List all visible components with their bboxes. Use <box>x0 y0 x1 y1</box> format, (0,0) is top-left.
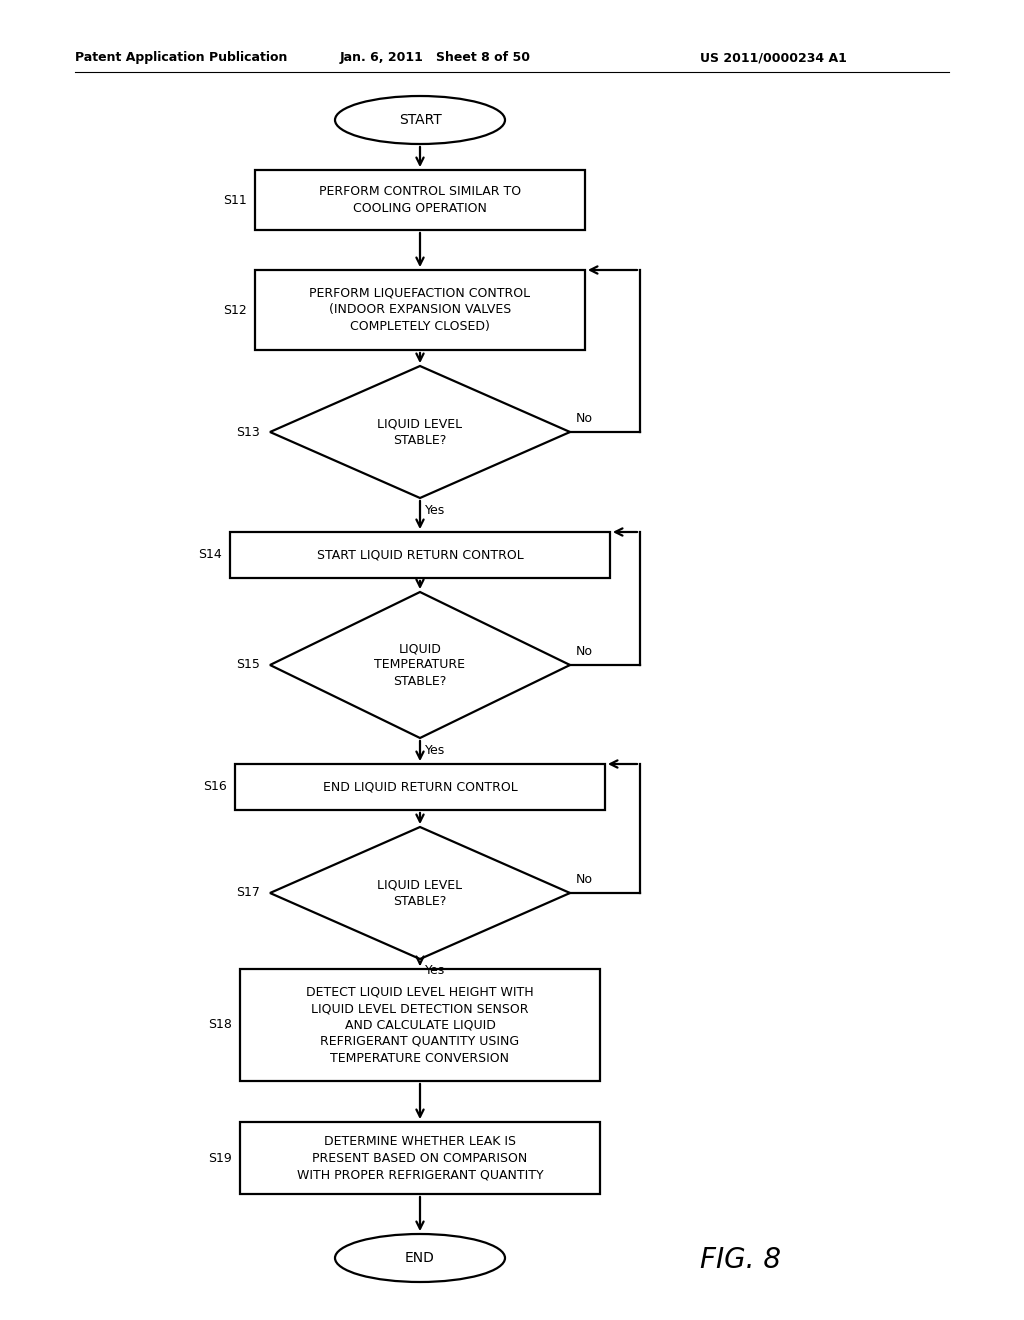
Text: S16: S16 <box>203 780 227 793</box>
Bar <box>255 271 585 350</box>
Bar <box>230 532 610 578</box>
Polygon shape <box>270 366 570 498</box>
Bar <box>234 764 605 810</box>
Text: END: END <box>406 1251 435 1265</box>
Text: S15: S15 <box>237 659 260 672</box>
Text: No: No <box>575 645 593 657</box>
Text: Jan. 6, 2011   Sheet 8 of 50: Jan. 6, 2011 Sheet 8 of 50 <box>340 51 531 65</box>
Text: Yes: Yes <box>425 743 445 756</box>
Text: START LIQUID RETURN CONTROL: START LIQUID RETURN CONTROL <box>316 549 523 561</box>
Text: US 2011/0000234 A1: US 2011/0000234 A1 <box>700 51 847 65</box>
Text: No: No <box>575 873 593 886</box>
Text: Yes: Yes <box>425 965 445 978</box>
Text: PERFORM CONTROL SIMILAR TO
COOLING OPERATION: PERFORM CONTROL SIMILAR TO COOLING OPERA… <box>318 185 521 215</box>
Ellipse shape <box>335 1234 505 1282</box>
Text: DETERMINE WHETHER LEAK IS
PRESENT BASED ON COMPARISON
WITH PROPER REFRIGERANT QU: DETERMINE WHETHER LEAK IS PRESENT BASED … <box>297 1135 544 1181</box>
Text: S17: S17 <box>237 887 260 899</box>
Ellipse shape <box>335 96 505 144</box>
Text: S14: S14 <box>199 549 222 561</box>
Bar <box>255 170 585 230</box>
Text: LIQUID LEVEL
STABLE?: LIQUID LEVEL STABLE? <box>378 417 463 446</box>
Text: S12: S12 <box>223 304 247 317</box>
Text: S13: S13 <box>237 425 260 438</box>
Text: END LIQUID RETURN CONTROL: END LIQUID RETURN CONTROL <box>323 780 517 793</box>
Text: LIQUID LEVEL
STABLE?: LIQUID LEVEL STABLE? <box>378 878 463 908</box>
Text: START: START <box>398 114 441 127</box>
Text: FIG. 8: FIG. 8 <box>700 1246 781 1274</box>
Text: S19: S19 <box>208 1151 232 1164</box>
Text: DETECT LIQUID LEVEL HEIGHT WITH
LIQUID LEVEL DETECTION SENSOR
AND CALCULATE LIQU: DETECT LIQUID LEVEL HEIGHT WITH LIQUID L… <box>306 986 534 1064</box>
Text: PERFORM LIQUEFACTION CONTROL
(INDOOR EXPANSION VALVES
COMPLETELY CLOSED): PERFORM LIQUEFACTION CONTROL (INDOOR EXP… <box>309 286 530 333</box>
Text: S11: S11 <box>223 194 247 206</box>
Polygon shape <box>270 828 570 960</box>
Text: LIQUID
TEMPERATURE
STABLE?: LIQUID TEMPERATURE STABLE? <box>375 642 466 688</box>
Text: S18: S18 <box>208 1019 232 1031</box>
Bar <box>240 969 600 1081</box>
Bar <box>240 1122 600 1195</box>
Text: No: No <box>575 412 593 425</box>
Polygon shape <box>270 591 570 738</box>
Text: Yes: Yes <box>425 503 445 516</box>
Text: Patent Application Publication: Patent Application Publication <box>75 51 288 65</box>
